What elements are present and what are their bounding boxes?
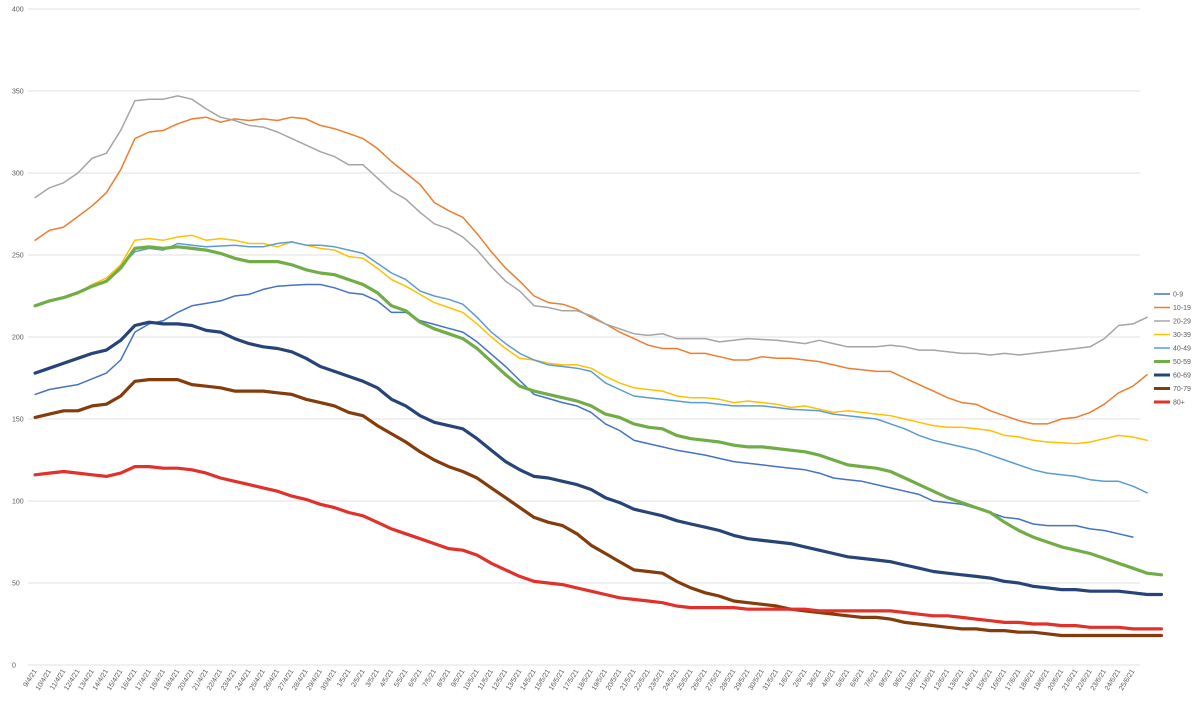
- y-tick-label: 50: [12, 581, 20, 588]
- y-tick-label: 150: [12, 417, 24, 424]
- legend-label: 60-69: [1173, 373, 1191, 380]
- series-line-70-79: [33, 378, 1164, 638]
- series-line-80plus: [33, 465, 1164, 631]
- legend-label: 40-49: [1173, 346, 1191, 353]
- legend-label: 0-9: [1173, 292, 1183, 299]
- y-tick-label: 100: [12, 499, 24, 506]
- gridlines: [28, 8, 1140, 666]
- legend-label: 70-79: [1173, 386, 1191, 393]
- y-tick-label: 350: [12, 89, 24, 96]
- series-line-0-9: [34, 283, 1134, 538]
- legend-label: 20-29: [1173, 319, 1191, 326]
- y-tick-label: 0: [12, 663, 16, 670]
- series-lines: [33, 95, 1164, 638]
- legend-label: 30-39: [1173, 332, 1191, 339]
- legend: 0-9 10-19 20-29 30-39 40-49 50-59 60-69 70-79 80…: [1154, 292, 1191, 407]
- y-axis-tick-labels: 0 50 100 150 200 250 300 350 400: [12, 7, 24, 670]
- series-line-50-59: [33, 245, 1164, 577]
- y-tick-label: 300: [12, 171, 24, 178]
- legend-label: 10-19: [1173, 305, 1191, 312]
- series-line-40-49: [34, 241, 1148, 494]
- legend-label: 50-59: [1173, 359, 1191, 366]
- series-line-30-39: [34, 234, 1148, 445]
- legend-label: 80+: [1173, 400, 1185, 407]
- y-tick-label: 250: [12, 253, 24, 260]
- y-tick-label: 400: [12, 7, 24, 14]
- series-line-20-29: [34, 95, 1148, 356]
- series-line-10-19: [34, 116, 1148, 425]
- y-tick-label: 200: [12, 335, 24, 342]
- series-line-60-69: [33, 320, 1164, 597]
